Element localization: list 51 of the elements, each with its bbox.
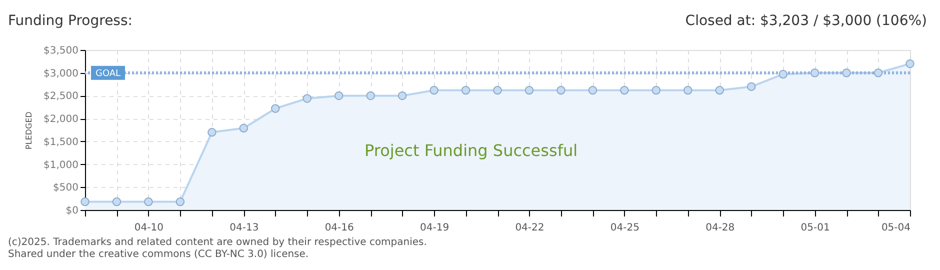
point: [874, 68, 883, 78]
x-tick-label: 04-10: [134, 222, 164, 234]
point: [620, 86, 629, 95]
x-tick-label: 04-22: [515, 222, 544, 234]
x-tick-label: 04-28: [706, 222, 735, 234]
x-tick-label: 04-16: [324, 222, 354, 234]
point: [715, 86, 724, 95]
point: [112, 197, 122, 206]
point: [588, 86, 598, 95]
text: (c)2025. Trademarks and related content are owned by their respective companies.: [8, 237, 427, 248]
x-tick-label: 04-13: [230, 222, 259, 234]
point: [430, 86, 438, 95]
y-tick-label: $0: [66, 206, 78, 216]
point: [684, 86, 692, 95]
y-tick-label: $500: [53, 182, 78, 194]
y-tick-label: $3,500: [44, 46, 78, 56]
x-tick-label: 04-25: [610, 222, 640, 234]
point: [302, 94, 312, 103]
point: [493, 86, 502, 95]
point: [176, 197, 185, 206]
y-tick-label: $2,000: [44, 114, 78, 126]
ref-line-label: GOAL: [95, 68, 121, 79]
point: [398, 91, 407, 100]
text: Shared under the creative commons (CC BY-NC 3.0) license.: [8, 249, 309, 260]
point: [366, 91, 375, 100]
y-tick-label: $3,000: [44, 68, 78, 80]
point: [906, 59, 914, 68]
y-tick-label: $1,000: [44, 160, 78, 171]
point: [208, 128, 216, 137]
x-tick-label: 05-04: [881, 222, 910, 234]
point: [239, 124, 248, 133]
point: [842, 68, 851, 78]
point: [652, 86, 661, 95]
point: [746, 82, 756, 91]
text: Closed at: $3,203 / $3,000 (106%): [685, 13, 927, 29]
point: [778, 70, 788, 79]
point: [810, 68, 820, 78]
annotation: Project Funding Successful: [364, 141, 578, 160]
point: [144, 197, 153, 206]
y-tick-label: $1,500: [44, 136, 78, 148]
y-tick-label: $2,500: [44, 91, 78, 102]
point: [271, 104, 280, 113]
chart-title: Funding Progress:: [8, 13, 132, 29]
point: [80, 197, 90, 206]
x-tick-label: 05-01: [800, 222, 830, 234]
point: [461, 86, 470, 95]
point: [556, 86, 566, 95]
x-tick-label: 04-19: [420, 222, 450, 234]
y-axis-title: PLEDGED: [24, 112, 34, 150]
point: [334, 91, 344, 100]
point: [524, 86, 534, 95]
